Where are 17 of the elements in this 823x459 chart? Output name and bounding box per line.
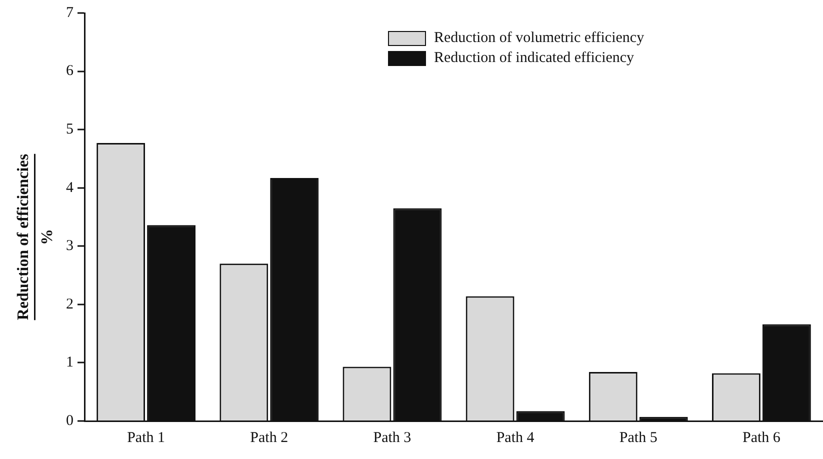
legend-label: Reduction of indicated efficiency [434,49,634,68]
y-tick-label: 2 [66,296,74,312]
x-tick-label: Path 4 [496,430,535,446]
y-tick-label: 7 [66,4,74,21]
x-tick-label: Path 5 [619,430,658,446]
x-tick-label: Path 6 [742,430,781,446]
y-tick-label: 5 [66,122,74,138]
y-tick-label: 0 [66,412,74,429]
x-tick-label: Path 3 [373,430,412,446]
y-tick-label: 4 [66,180,74,196]
y-tick-label: 3 [66,238,74,254]
y-tick-label: 6 [66,63,74,80]
legend-label: Reduction of volumetric efficiency [434,29,644,48]
y-axis-title: Reduction of efficiencies % [15,154,56,320]
x-tick-label: Path 2 [250,430,288,446]
x-tick-label: Path 1 [127,430,166,446]
y-tick-label: 1 [66,354,74,371]
